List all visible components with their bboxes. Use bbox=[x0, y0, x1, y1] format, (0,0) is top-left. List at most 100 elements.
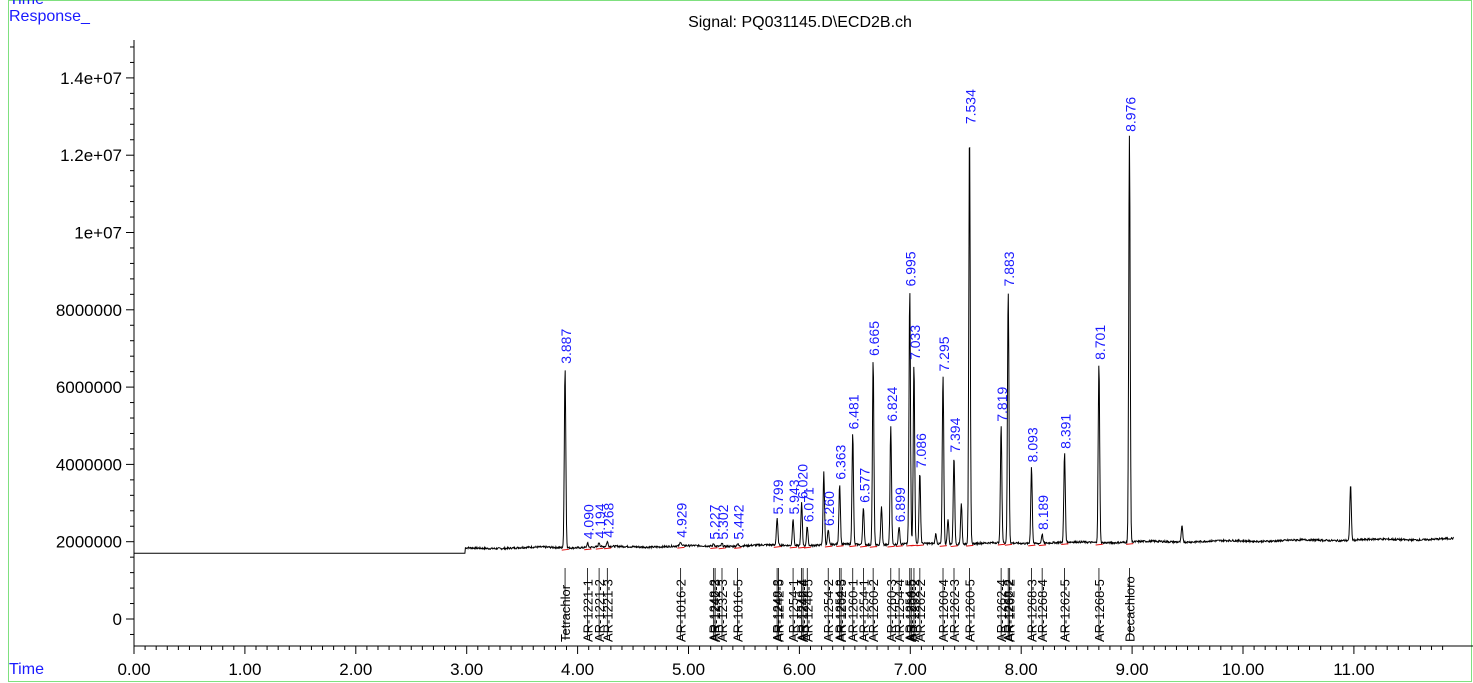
compound-label: AR-1221-2 bbox=[592, 579, 607, 642]
peak-label: 5.442 bbox=[731, 504, 747, 539]
compound-label: AR-1242-3 bbox=[708, 579, 723, 642]
integration-baseline bbox=[824, 545, 833, 548]
integration-baseline bbox=[561, 548, 570, 551]
peak-label: 6.824 bbox=[884, 387, 900, 422]
compound-label: Tetrachlor bbox=[558, 584, 573, 642]
compound-label: AR-1262-2 bbox=[1003, 579, 1018, 642]
peak-label: 7.883 bbox=[1001, 251, 1017, 286]
compound-label: AR-1016-2 bbox=[674, 579, 689, 642]
peak-label: 6.020 bbox=[795, 464, 811, 499]
x-tick-label: 9.00 bbox=[1116, 660, 1149, 679]
peak-label: 8.391 bbox=[1058, 414, 1074, 449]
compound-label: AR-1262-3 bbox=[947, 579, 962, 642]
compound-label: AR-1260-4 bbox=[936, 579, 951, 642]
peak-label: 8.093 bbox=[1025, 427, 1041, 462]
compound-label: AR-1248-4 bbox=[795, 579, 810, 642]
top-time-label: Time bbox=[9, 0, 44, 9]
y-tick-label: 4000000 bbox=[56, 455, 122, 474]
compound-label: AR-1260-2 bbox=[866, 579, 881, 642]
x-tick-label: 3.00 bbox=[450, 660, 483, 679]
peak-label: 7.394 bbox=[947, 417, 963, 452]
peak-label: 7.819 bbox=[994, 387, 1010, 422]
integration-baseline bbox=[950, 545, 958, 548]
peak-label: 7.033 bbox=[907, 325, 923, 360]
integration-baseline bbox=[895, 545, 904, 548]
peak-label: 4.194 bbox=[592, 503, 608, 538]
integration-baseline bbox=[710, 547, 718, 550]
response-label: Response_ bbox=[9, 8, 90, 25]
integration-baseline bbox=[887, 545, 895, 548]
integration-baseline bbox=[789, 546, 798, 549]
compound-label: AR-1260-1 bbox=[846, 579, 861, 642]
compound-label: AR-1268-5 bbox=[1092, 579, 1107, 642]
compound-label: AR-1262-5 bbox=[1058, 579, 1073, 642]
compound-label: AR-1254-1 bbox=[786, 579, 801, 642]
integration-baseline bbox=[1126, 543, 1134, 545]
compound-label: AR-1254-1 bbox=[856, 579, 871, 642]
integration-baseline bbox=[939, 545, 947, 547]
x-tick-label: 6.00 bbox=[783, 660, 816, 679]
integration-baseline bbox=[1038, 544, 1047, 547]
compound-label: AR-1262-2 bbox=[907, 579, 922, 642]
integration-baseline bbox=[916, 544, 924, 547]
chromatogram-trace bbox=[134, 135, 1454, 554]
peak-label: 6.481 bbox=[846, 394, 862, 429]
peak-label: 4.929 bbox=[674, 502, 690, 537]
x-tick-label: 8.00 bbox=[1005, 660, 1038, 679]
integration-baseline bbox=[836, 545, 844, 548]
integration-baseline bbox=[803, 546, 812, 549]
peak-label: 4.090 bbox=[581, 504, 597, 539]
integration-baseline bbox=[997, 543, 1006, 546]
compound-label: AR-1260-5 bbox=[963, 579, 978, 642]
integration-baseline bbox=[773, 546, 782, 548]
peak-label: 5.302 bbox=[715, 504, 731, 539]
peak-label: 5.799 bbox=[770, 479, 786, 514]
peak-label: 7.534 bbox=[963, 89, 979, 124]
compound-label: AR-1262-2 bbox=[913, 579, 928, 642]
integration-baseline bbox=[849, 545, 857, 548]
integration-baseline bbox=[1061, 543, 1069, 545]
y-tick-label: 8000000 bbox=[56, 301, 122, 320]
compound-label: AR-1232-3 bbox=[715, 579, 730, 642]
peak-label: 6.071 bbox=[800, 487, 816, 522]
peak-label: 6.260 bbox=[821, 491, 837, 526]
integration-baseline bbox=[584, 548, 592, 551]
chart-title: Signal: PQ031145.D\ECD2B.ch bbox=[688, 14, 912, 31]
compound-label: AR-1221-1 bbox=[581, 579, 596, 642]
compound-label: AR-1242-5 bbox=[772, 579, 787, 642]
peak-label: 4.268 bbox=[600, 502, 616, 537]
integration-baseline bbox=[798, 546, 806, 549]
compound-label: AR-1268-3 bbox=[1025, 579, 1040, 642]
integration-baseline bbox=[734, 547, 742, 549]
x-tick-label: 10.00 bbox=[1222, 660, 1265, 679]
x-tick-label: 7.00 bbox=[894, 660, 927, 679]
integration-baseline bbox=[677, 546, 685, 549]
peak-label: 6.899 bbox=[892, 487, 908, 522]
peak-label: 7.295 bbox=[936, 336, 952, 371]
x-tick-label: 0.00 bbox=[117, 660, 150, 679]
integration-baseline bbox=[603, 547, 612, 550]
compound-label: AR-1248-3 bbox=[770, 579, 785, 642]
compound-label: AR-1260-3 bbox=[884, 579, 899, 642]
time-axis-label: Time bbox=[9, 661, 44, 678]
x-tick-label: 2.00 bbox=[339, 660, 372, 679]
peak-label: 7.086 bbox=[913, 433, 929, 468]
peak-label: 3.887 bbox=[558, 329, 574, 364]
compound-label: AR-1268-2 bbox=[1001, 579, 1016, 642]
compound-label: AR-1260-5 bbox=[904, 579, 919, 642]
integration-baseline bbox=[860, 545, 868, 548]
x-tick-label: 5.00 bbox=[672, 660, 705, 679]
compound-label: AR-1221-3 bbox=[600, 579, 615, 642]
compound-label: AR-1248-5 bbox=[800, 579, 815, 642]
peak-label: 5.943 bbox=[786, 479, 802, 514]
peak-label: 5.227 bbox=[707, 504, 723, 539]
x-tick-label: 4.00 bbox=[561, 660, 594, 679]
x-tick-label: 1.00 bbox=[228, 660, 261, 679]
integration-baseline bbox=[718, 547, 726, 550]
compound-label: AR-1016-5 bbox=[731, 579, 746, 642]
y-tick-label: 0 bbox=[113, 610, 122, 629]
compound-label: AR-1268-4 bbox=[1035, 579, 1050, 642]
integration-baseline bbox=[595, 547, 604, 550]
compound-label: Decachloro bbox=[1122, 576, 1137, 642]
